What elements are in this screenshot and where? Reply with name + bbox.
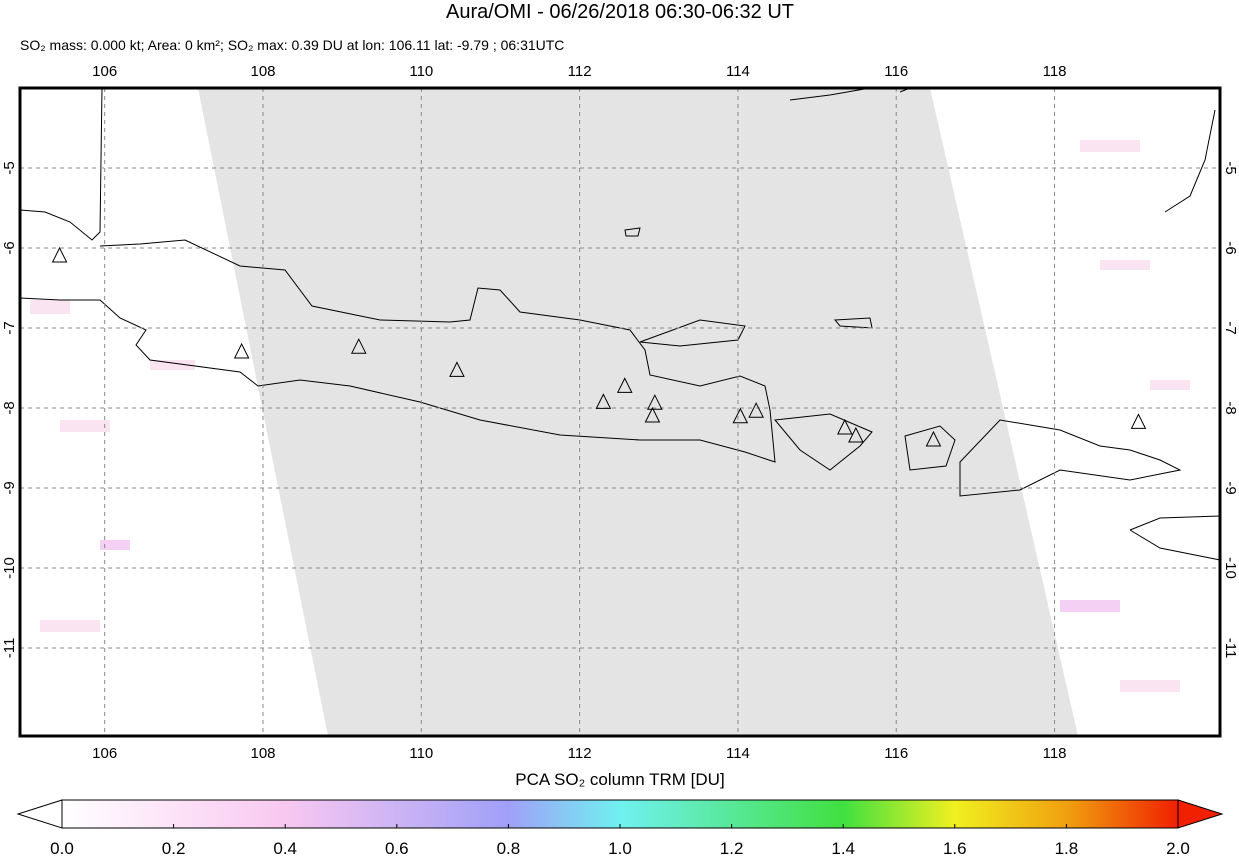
map-frame (18, 86, 1222, 738)
volcano (51, 246, 68, 263)
volcano (350, 338, 367, 354)
colorbar-ticks: 0.0 0.2 0.4 0.6 0.8 1.0 1.2 1.4 1.6 1.8 2.0 (50, 824, 1190, 858)
colorbar-label: PCA SO₂ column TRM [DU] (515, 770, 724, 789)
volcano (748, 402, 764, 418)
y-tick-label: -9 (1222, 481, 1239, 494)
y-tick-label: -8 (1222, 401, 1239, 414)
x-tick-label: 110 (409, 745, 433, 762)
swath (198, 88, 1078, 736)
y-tick-label: -11 (1, 638, 18, 659)
colorbar-tick-label: 0.0 (50, 839, 74, 855)
y-tick-label: -5 (1222, 161, 1239, 174)
x-tick-label: 110 (409, 63, 433, 80)
colorbar-tick-label: 1.2 (720, 839, 744, 855)
x-tick-label: 108 (250, 745, 275, 762)
y-tick-label: -10 (1222, 557, 1239, 579)
x-tick-label: 114 (726, 745, 750, 762)
colorbar-tick-label: 1.8 (1055, 839, 1079, 855)
colorbar-tick-label: 1.4 (831, 839, 855, 855)
x-tick-label: 116 (884, 745, 908, 762)
volcano (1130, 413, 1147, 429)
x-tick-label: 112 (568, 745, 592, 762)
volcano (616, 377, 633, 393)
colorbar (61, 799, 1179, 829)
colorbar-under (16, 799, 63, 829)
volcano (925, 430, 942, 447)
volcano (647, 394, 663, 410)
colorbar-tick-label: 0.2 (162, 839, 186, 855)
grid (20, 88, 1220, 736)
x-tick-label: 118 (1043, 63, 1067, 80)
colorbar-tick-label: 0.6 (385, 839, 409, 855)
colorbar-tick-label: 1.0 (608, 839, 632, 855)
y-tick-label: -11 (1222, 638, 1239, 659)
colorbar-tick-label: 0.8 (497, 839, 521, 855)
x-tick-label: 116 (884, 63, 908, 80)
volcano (644, 406, 661, 423)
map-area (18, 86, 1222, 738)
x-tick-label: 106 (92, 745, 117, 762)
colorbar-tick-label: 2.0 (1166, 839, 1190, 855)
volcano (595, 393, 612, 409)
colorbar-over (1177, 799, 1224, 829)
x-tick-label: 118 (1043, 745, 1067, 762)
y-tick-label: -6 (1222, 241, 1239, 254)
volcano (233, 342, 250, 359)
volcanoes (51, 246, 1147, 447)
volcano (836, 418, 853, 435)
y-tick-label: -5 (1, 161, 18, 174)
volcano (732, 407, 749, 424)
x-tick-label: 108 (250, 63, 275, 80)
y-tick-label: -8 (1, 401, 18, 414)
volcano (848, 426, 864, 443)
colorbar-tick-label: 0.4 (273, 839, 297, 855)
x-tick-label: 112 (568, 63, 592, 80)
x-tick-label: 106 (92, 63, 117, 80)
volcano (449, 361, 465, 377)
pixel-noise (30, 140, 1190, 692)
colorbar-tick-label: 1.6 (943, 839, 967, 855)
coastlines (19, 87, 1221, 561)
axes: 106 106 108 108 110 110 112 112 114 114 116 116 118 1… (1, 63, 1239, 762)
subtitle: SO₂ mass: 0.000 kt; Area: 0 km²; SO₂ max… (20, 37, 564, 53)
title: Aura/OMI - 06/26/2018 06:30-06:32 UT (446, 1, 794, 23)
y-tick-label: -6 (1, 241, 18, 254)
y-tick-label: -9 (1, 481, 18, 494)
y-tick-label: -10 (1, 557, 18, 579)
y-tick-label: -7 (1222, 321, 1239, 334)
y-tick-label: -7 (1, 321, 18, 334)
x-tick-label: 114 (726, 63, 750, 80)
